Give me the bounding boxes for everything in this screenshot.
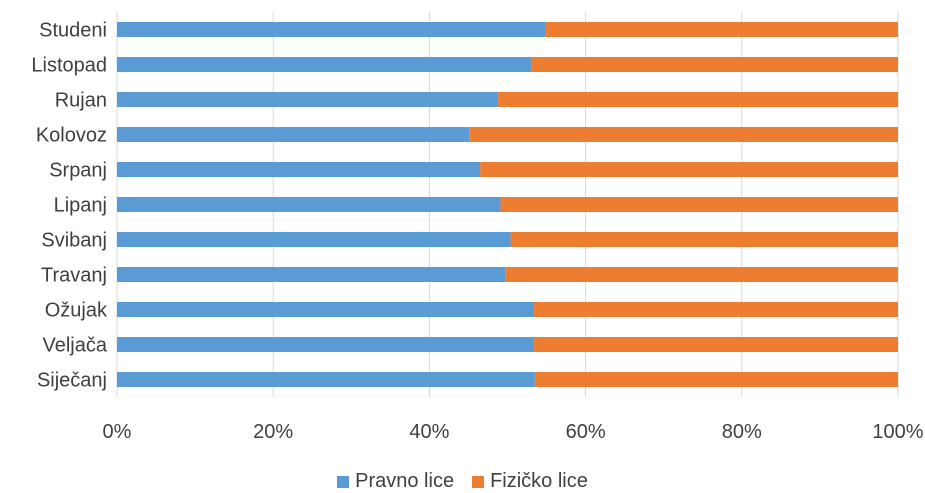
- bar-segment-series-2: [498, 92, 898, 107]
- x-tick-label: 80%: [722, 421, 762, 443]
- value-axis-labels: 0% 20% 40% 60% 80% 100%: [103, 421, 924, 443]
- x-tick-label: 60%: [566, 421, 606, 443]
- bar-series: [117, 22, 898, 387]
- category-axis-labels: Siječanj Veljača Ožujak Travanj Svibanj Lipan…: [31, 20, 108, 392]
- legend: Pravno lice Fizičko lice: [0, 470, 925, 493]
- legend-label-series-1: Pravno lice: [355, 470, 455, 492]
- bar-segment-series-1: [117, 22, 545, 37]
- bar-segment-series-2: [500, 197, 898, 212]
- bar-segment-series-1: [117, 337, 535, 352]
- bar-segment-series-1: [117, 57, 531, 72]
- bar-segment-series-2: [469, 127, 898, 142]
- category-label: Ožujak: [45, 300, 108, 322]
- bar-segment-series-1: [117, 127, 470, 142]
- x-tick-label: 40%: [409, 421, 449, 443]
- category-label: Travanj: [41, 265, 107, 287]
- bar-segment-series-2: [505, 267, 898, 282]
- bar-segment-series-2: [510, 232, 898, 247]
- legend-item-series-1: Pravno lice: [337, 470, 454, 493]
- category-label: Srpanj: [49, 160, 107, 182]
- legend-swatch-series-1: [337, 475, 350, 488]
- category-label: Kolovoz: [36, 125, 107, 147]
- bar-segment-series-2: [480, 162, 898, 177]
- x-tick-label: 20%: [253, 421, 293, 443]
- bar-segment-series-1: [117, 232, 511, 247]
- category-label: Rujan: [55, 90, 107, 112]
- bar-segment-series-1: [117, 162, 481, 177]
- category-label: Siječanj: [37, 370, 107, 392]
- bar-segment-series-1: [117, 267, 506, 282]
- bar-segment-series-1: [117, 302, 535, 317]
- bar-segment-series-2: [534, 302, 898, 317]
- bar-segment-series-2: [530, 57, 898, 72]
- category-label: Studeni: [39, 20, 107, 42]
- category-label: Listopad: [31, 55, 107, 77]
- bar-segment-series-2: [534, 372, 898, 387]
- legend-item-series-2: Fizičko lice: [472, 470, 588, 493]
- category-label: Veljača: [43, 335, 108, 357]
- bar-segment-series-2: [534, 337, 898, 352]
- x-tick-label: 0%: [103, 421, 132, 443]
- bar-segment-series-1: [117, 197, 501, 212]
- legend-label-series-2: Fizičko lice: [490, 470, 588, 492]
- category-label: Svibanj: [41, 230, 107, 252]
- bar-segment-series-1: [117, 92, 499, 107]
- bar-segment-series-1: [117, 372, 535, 387]
- category-label: Lipanj: [54, 195, 107, 217]
- x-tick-label: 100%: [872, 421, 923, 443]
- bar-segment-series-2: [544, 22, 898, 37]
- legend-swatch-series-2: [472, 475, 485, 488]
